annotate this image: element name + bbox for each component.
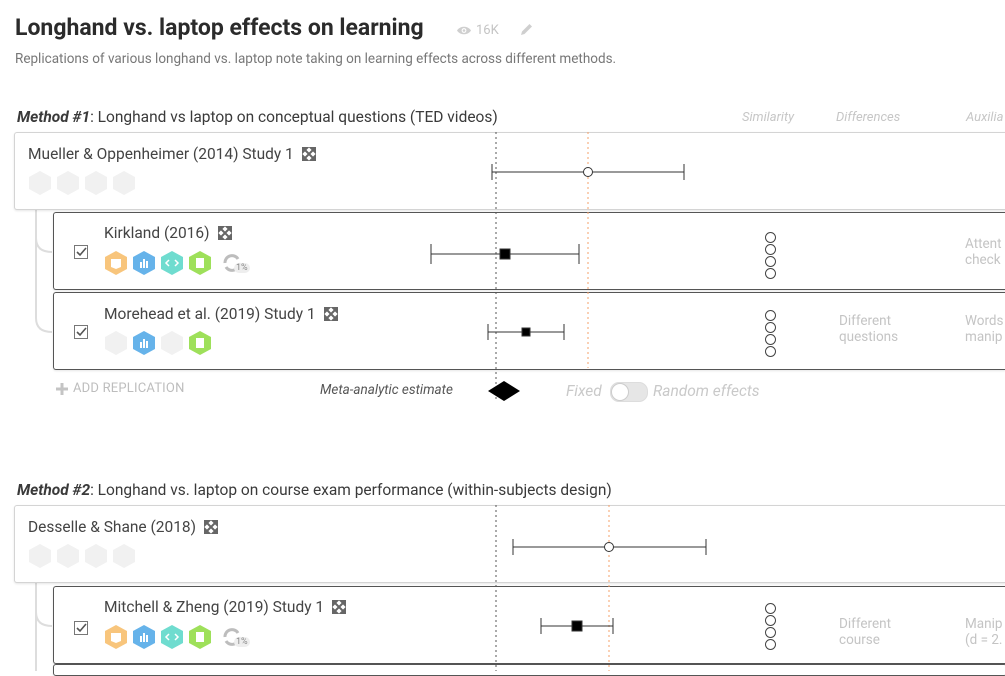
replication-2-title[interactable]: Morehead et al. (2019) Study 1 <box>104 305 338 323</box>
checkbox-icon[interactable] <box>74 621 88 635</box>
materials-badge-icon <box>188 625 212 649</box>
meta-analytic-diamond <box>488 381 520 401</box>
replication-card-4-partial[interactable] <box>53 664 1005 676</box>
replication-3-name[interactable]: Mitchell & Zheng (2019) Study 1 <box>104 598 325 616</box>
original-study-card[interactable]: Desselle & Shane (2018) <box>14 505 1005 583</box>
view-count: 16K <box>456 23 499 38</box>
original-study-title[interactable]: Mueller & Oppenheimer (2014) Study 1 <box>28 145 316 163</box>
replication-2-differences: Different questions <box>839 313 899 345</box>
replication-card-2[interactable]: Morehead et al. (2019) Study 1 Different… <box>53 292 1005 370</box>
replicability-value: 1% <box>234 637 250 647</box>
auxiliary-column-header: Auxilia <box>966 110 1004 125</box>
add-replication-label[interactable]: ADD REPLICATION <box>73 381 185 396</box>
eye-icon <box>457 26 471 35</box>
replication-3-badges: 1% <box>104 625 250 649</box>
checkbox-icon[interactable] <box>74 245 88 259</box>
replication-1-name[interactable]: Kirkland (2016) <box>104 224 210 242</box>
similarity-column-header: Similarity <box>742 110 795 125</box>
replication-2-badges <box>104 331 212 355</box>
effects-toggle[interactable] <box>610 382 648 402</box>
replication-card-3[interactable]: Mitchell & Zheng (2019) Study 1 1% Diffe… <box>53 586 1005 664</box>
plus-icon <box>56 382 68 395</box>
replication-1-auxiliary: Attent check <box>965 236 1002 268</box>
meta-analytic-label: Meta-analytic estimate <box>320 382 453 398</box>
random-effects-label[interactable]: Random effects <box>653 382 760 400</box>
similarity-circles <box>765 232 776 279</box>
method-1-label: Method #1 <box>17 108 91 126</box>
expand-icon[interactable] <box>301 147 316 161</box>
add-replication-button[interactable]: ADD REPLICATION <box>56 381 185 396</box>
view-count-value: 16K <box>476 23 499 38</box>
replication-2-name[interactable]: Morehead et al. (2019) Study 1 <box>104 305 316 323</box>
replication-1-badges: 1% <box>104 251 250 275</box>
original-badges <box>28 171 136 195</box>
code-badge-icon <box>84 544 108 568</box>
method-1-title: : Longhand vs laptop on conceptual quest… <box>90 108 498 126</box>
prereg-badge-icon <box>104 625 128 649</box>
similarity-circles <box>765 603 776 650</box>
checkbox-icon[interactable] <box>74 325 88 339</box>
page-title: Longhand vs. laptop effects on learning <box>15 14 424 41</box>
data-badge-icon <box>132 251 156 275</box>
replication-3-differences: Different course <box>839 616 892 648</box>
page-subtitle: Replications of various longhand vs. lap… <box>15 51 617 67</box>
original-study-name[interactable]: Mueller & Oppenheimer (2014) Study 1 <box>28 145 294 163</box>
replication-card-1[interactable]: Kirkland (2016) 1% Attent check <box>53 212 1005 290</box>
prereg-badge-icon <box>104 331 128 355</box>
edit-button[interactable] <box>519 22 534 41</box>
data-badge-icon <box>132 625 156 649</box>
code-badge-icon <box>84 171 108 195</box>
materials-badge-icon <box>188 331 212 355</box>
materials-badge-icon <box>188 251 212 275</box>
materials-badge-icon <box>112 544 136 568</box>
replication-1-title[interactable]: Kirkland (2016) <box>104 224 232 242</box>
method-2-title: : Longhand vs. laptop on course exam per… <box>90 481 612 499</box>
expand-icon[interactable] <box>323 307 338 321</box>
code-badge-icon <box>160 251 184 275</box>
code-badge-icon <box>160 331 184 355</box>
differences-column-header: Differences <box>836 110 901 125</box>
data-badge-icon <box>132 331 156 355</box>
method-2-heading: Method #2: Longhand vs. laptop on course… <box>17 481 612 499</box>
prereg-badge-icon <box>104 251 128 275</box>
replication-2-auxiliary: Words manip <box>965 313 1004 345</box>
similarity-circles <box>765 310 776 357</box>
replicability-icon: 1% <box>220 251 250 275</box>
method-2-label: Method #2 <box>17 481 91 499</box>
fixed-effects-label[interactable]: Fixed <box>566 382 602 400</box>
materials-badge-icon <box>112 171 136 195</box>
original-badges <box>28 544 136 568</box>
prereg-badge-icon <box>28 544 52 568</box>
code-badge-icon <box>160 625 184 649</box>
expand-icon[interactable] <box>217 226 232 240</box>
original-study-name[interactable]: Desselle & Shane (2018) <box>28 518 197 536</box>
original-study-title[interactable]: Desselle & Shane (2018) <box>28 518 219 536</box>
tree-connector <box>35 210 53 671</box>
pencil-icon <box>521 24 532 35</box>
expand-icon[interactable] <box>204 520 219 534</box>
replication-3-title[interactable]: Mitchell & Zheng (2019) Study 1 <box>104 598 347 616</box>
data-badge-icon <box>56 171 80 195</box>
replication-3-auxiliary: Manip (d = 2. <box>965 616 1003 648</box>
replicability-value: 1% <box>234 263 250 273</box>
data-badge-icon <box>56 544 80 568</box>
original-study-card[interactable]: Mueller & Oppenheimer (2014) Study 1 <box>14 132 1005 210</box>
prereg-badge-icon <box>28 171 52 195</box>
replicability-icon: 1% <box>220 625 250 649</box>
expand-icon[interactable] <box>332 600 347 614</box>
method-1-heading: Method #1: Longhand vs laptop on concept… <box>17 108 498 126</box>
